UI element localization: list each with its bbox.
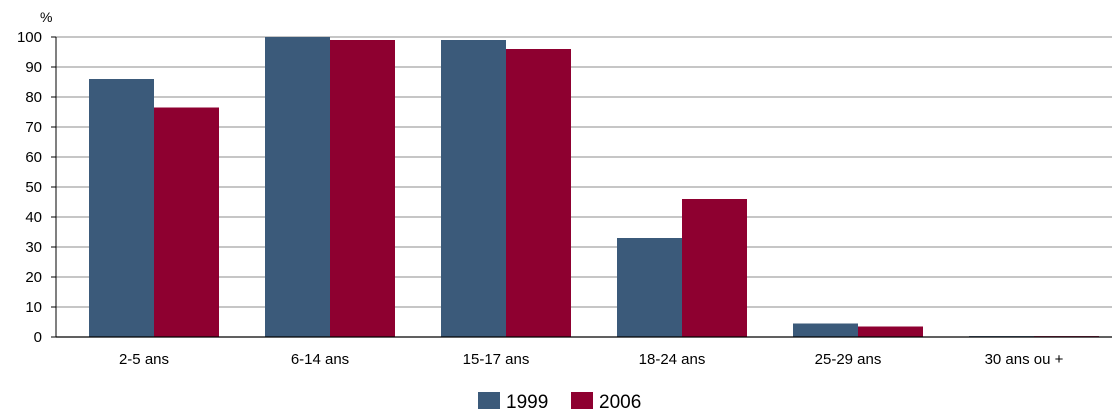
bar-1999-1 (265, 37, 330, 337)
bar-1999-2 (441, 40, 506, 337)
x-category-label: 15-17 ans (463, 351, 530, 368)
bars (89, 37, 1099, 337)
y-tick-label: 40 (25, 209, 42, 226)
x-category-label: 6-14 ans (291, 351, 349, 368)
bar-1999-3 (617, 238, 682, 337)
legend-label-2006: 2006 (599, 392, 641, 410)
y-tick-label: 50 (25, 179, 42, 196)
bar-2006-2 (506, 49, 571, 337)
gridlines (56, 36, 1112, 308)
y-tick-label: 20 (25, 269, 42, 286)
legend-label-1999: 1999 (506, 392, 548, 410)
bar-2006-4 (858, 326, 923, 337)
y-axis-ticks: 0 10 20 30 40 50 60 70 80 90 100 (17, 29, 56, 346)
y-tick-label: 90 (25, 59, 42, 76)
x-category-label: 25-29 ans (815, 351, 882, 368)
legend-swatch-1999 (478, 392, 500, 409)
bar-2006-3 (682, 199, 747, 337)
y-tick-label: 30 (25, 239, 42, 256)
x-category-label: 2-5 ans (119, 351, 169, 368)
x-category-label: 30 ans ou + (985, 351, 1064, 368)
bar-1999-4 (793, 323, 858, 337)
bar-2006-0 (154, 107, 219, 337)
y-tick-label: 80 (25, 89, 42, 106)
y-tick-label: 10 (25, 299, 42, 316)
bar-1999-0 (89, 79, 154, 337)
y-tick-label: 70 (25, 119, 42, 136)
y-tick-label: 100 (17, 29, 42, 46)
y-tick-label: 0 (34, 329, 42, 346)
x-axis-labels: 2-5 ans 6-14 ans 15-17 ans 18-24 ans 25-29 a… (119, 351, 1064, 368)
legend: 1999 2006 (478, 392, 641, 410)
y-tick-label: 60 (25, 149, 42, 166)
y-axis-unit-label: % (40, 9, 52, 25)
legend-swatch-2006 (571, 392, 593, 409)
bar-2006-1 (330, 40, 395, 337)
x-category-label: 18-24 ans (639, 351, 706, 368)
